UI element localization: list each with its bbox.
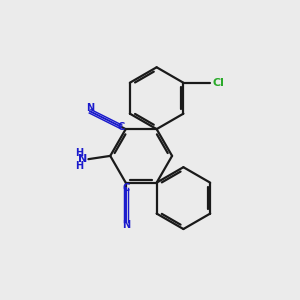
Text: N: N bbox=[86, 103, 94, 113]
Text: C: C bbox=[122, 183, 129, 193]
Text: N: N bbox=[122, 220, 130, 230]
Text: Cl: Cl bbox=[213, 78, 225, 88]
Text: N: N bbox=[79, 154, 88, 164]
Text: H: H bbox=[75, 160, 83, 171]
Text: C: C bbox=[117, 122, 124, 132]
Text: H: H bbox=[75, 148, 83, 158]
